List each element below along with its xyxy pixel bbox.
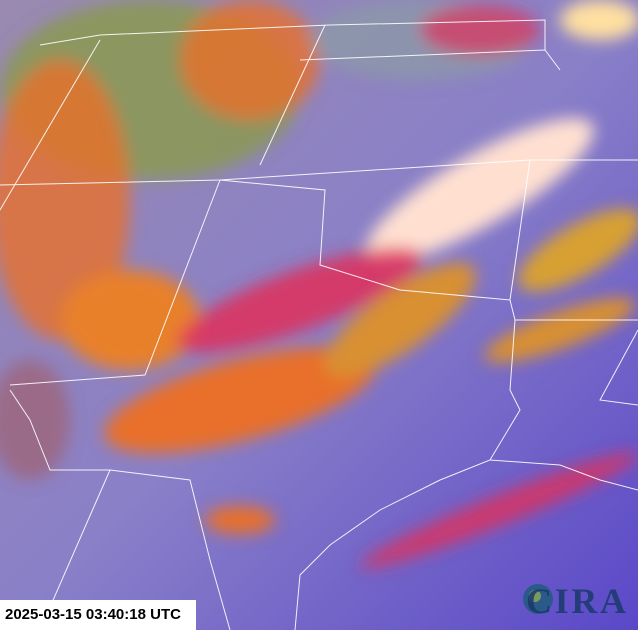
cloud-fields <box>0 0 638 568</box>
timestamp-label: 2025-03-15 03:40:18 UTC <box>0 600 196 630</box>
cira-logo: CIRA <box>523 581 626 618</box>
svg-text:CIRA: CIRA <box>526 581 626 618</box>
state-borders <box>0 19 638 630</box>
